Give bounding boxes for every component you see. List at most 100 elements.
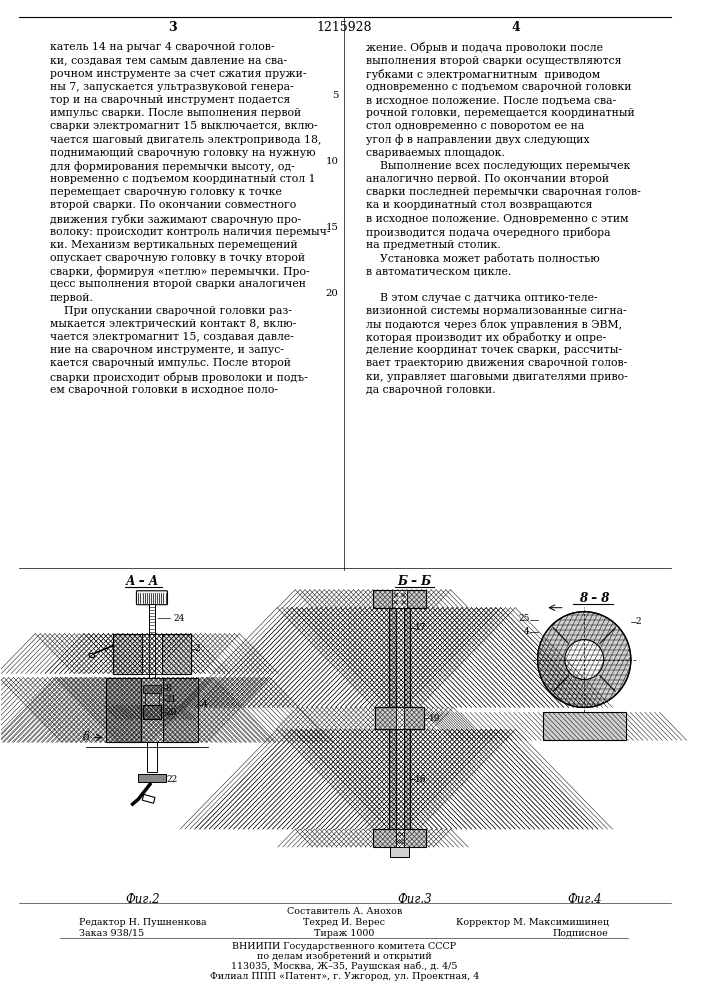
Text: 19: 19 bbox=[429, 714, 440, 723]
Text: сварки последней перемычки сварочная голов-: сварки последней перемычки сварочная гол… bbox=[366, 187, 641, 197]
Text: одновременно с подъемом сварочной головки: одновременно с подъемом сварочной головк… bbox=[366, 82, 631, 92]
Text: которая производит их обработку и опре-: которая производит их обработку и опре- bbox=[366, 332, 606, 343]
Text: губками с электромагнитным  приводом: губками с электромагнитным приводом bbox=[366, 69, 600, 80]
FancyBboxPatch shape bbox=[136, 591, 168, 605]
Text: по делам изобретений и открытий: по делам изобретений и открытий bbox=[257, 952, 432, 961]
Circle shape bbox=[537, 612, 631, 707]
Text: в исходное положение. После подъема сва-: в исходное положение. После подъема сва- bbox=[366, 95, 616, 105]
Text: Заказ 938/15: Заказ 938/15 bbox=[79, 929, 144, 938]
Text: лы подаются через блок управления в ЭВМ,: лы подаются через блок управления в ЭВМ, bbox=[366, 319, 621, 330]
Text: 113035, Москва, Ж–35, Раушская наб., д. 4/5: 113035, Москва, Ж–35, Раушская наб., д. … bbox=[231, 962, 457, 971]
Text: сварки, формируя «петлю» перемычки. Про-: сварки, формируя «петлю» перемычки. Про- bbox=[50, 266, 310, 277]
Text: 20: 20 bbox=[165, 708, 177, 717]
Bar bbox=[404, 729, 410, 829]
Bar bbox=[163, 678, 198, 742]
Text: Установка может работать полностью: Установка может работать полностью bbox=[366, 253, 600, 264]
Bar bbox=[375, 707, 424, 729]
Text: визионной системы нормализованные сигна-: визионной системы нормализованные сигна- bbox=[366, 306, 626, 316]
Text: Редактор Н. Пушненкова: Редактор Н. Пушненкова bbox=[79, 918, 206, 927]
Bar bbox=[396, 608, 404, 707]
Text: в автоматическом цикле.: в автоматическом цикле. bbox=[366, 266, 511, 276]
Text: А – А: А – А bbox=[126, 575, 159, 588]
Text: аналогично первой. По окончании второй: аналогично первой. По окончании второй bbox=[366, 174, 609, 184]
Text: перемещает сварочную головку к точке: перемещает сварочную головку к точке bbox=[50, 187, 282, 197]
Text: жение. Обрыв и подача проволоки после: жение. Обрыв и подача проволоки после bbox=[366, 42, 602, 53]
Bar bbox=[113, 634, 142, 674]
Text: Фиг.2: Фиг.2 bbox=[125, 893, 160, 906]
Text: кается сварочный импульс. После второй: кается сварочный импульс. После второй bbox=[50, 358, 291, 368]
Text: ем сварочной головки в исходное поло-: ем сварочной головки в исходное поло- bbox=[50, 385, 278, 395]
Text: Корректор М. Максимишинец: Корректор М. Максимишинец bbox=[455, 918, 609, 927]
Bar bbox=[147, 742, 157, 772]
Bar bbox=[162, 634, 191, 674]
Text: Фиг.4: Фиг.4 bbox=[567, 893, 602, 906]
Text: сварки электромагнит 15 выключается, вклю-: сварки электромагнит 15 выключается, вкл… bbox=[50, 121, 317, 131]
Bar bbox=[148, 674, 156, 693]
Bar bbox=[396, 729, 404, 829]
Text: стол одновременно с поворотом ее на: стол одновременно с поворотом ее на bbox=[366, 121, 584, 131]
Text: Подписное: Подписное bbox=[553, 929, 609, 938]
Text: свариваемых площадок.: свариваемых площадок. bbox=[366, 148, 505, 158]
Text: Техред И. Верес: Техред И. Верес bbox=[303, 918, 385, 927]
Text: движения губки зажимают сварочную про-: движения губки зажимают сварочную про- bbox=[50, 214, 301, 225]
Text: 25: 25 bbox=[518, 614, 530, 623]
Bar bbox=[142, 634, 162, 674]
Text: ние на сварочном инструменте, и запус-: ние на сварочном инструменте, и запус- bbox=[50, 345, 284, 355]
Circle shape bbox=[565, 640, 604, 680]
Text: 22: 22 bbox=[167, 775, 177, 784]
Text: 21: 21 bbox=[165, 695, 177, 704]
Text: для формирования перемычки высоту, од-: для формирования перемычки высоту, од- bbox=[50, 161, 295, 172]
Text: 16: 16 bbox=[415, 775, 427, 784]
Text: деление координат точек сварки, рассчиты-: деление координат точек сварки, рассчиты… bbox=[366, 345, 621, 355]
Bar bbox=[390, 847, 409, 857]
Text: ки. Механизм вертикальных перемещений: ки. Механизм вертикальных перемещений bbox=[50, 240, 298, 250]
Text: чается шаговый двигатель электропривода 18,: чается шаговый двигатель электропривода … bbox=[50, 135, 322, 145]
Bar bbox=[106, 678, 141, 742]
Text: цесс выполнения второй сварки аналогичен: цесс выполнения второй сварки аналогичен bbox=[50, 279, 306, 289]
Text: 2: 2 bbox=[636, 617, 641, 626]
Text: рочной головки, перемещается координатный: рочной головки, перемещается координатны… bbox=[366, 108, 634, 118]
Text: 2: 2 bbox=[194, 644, 200, 653]
Text: выполнения второй сварки осуществляются: выполнения второй сварки осуществляются bbox=[366, 56, 621, 66]
Text: 8: 8 bbox=[165, 684, 171, 693]
Ellipse shape bbox=[89, 653, 95, 658]
Text: ка и координатный стол возвращаются: ка и координатный стол возвращаются bbox=[366, 200, 592, 210]
Bar bbox=[139, 774, 165, 782]
Bar bbox=[142, 794, 155, 803]
Text: в исходное положение. Одновременно с этим: в исходное положение. Одновременно с эти… bbox=[366, 214, 628, 224]
Text: катель 14 на рычаг 4 сварочной голов-: катель 14 на рычаг 4 сварочной голов- bbox=[50, 42, 274, 52]
Text: Выполнение всех последующих перемычек: Выполнение всех последующих перемычек bbox=[366, 161, 630, 171]
Text: мыкается электрический контакт 8, вклю-: мыкается электрический контакт 8, вклю- bbox=[50, 319, 296, 329]
Text: производится подача очередного прибора: производится подача очередного прибора bbox=[366, 227, 610, 238]
Text: опускает сварочную головку в точку второй: опускает сварочную головку в точку второ… bbox=[50, 253, 305, 263]
Bar bbox=[141, 678, 163, 742]
Text: поднимающий сварочную головку на нужную: поднимающий сварочную головку на нужную bbox=[50, 148, 315, 158]
Polygon shape bbox=[148, 693, 156, 699]
Text: 17: 17 bbox=[415, 623, 427, 632]
Text: Тираж 1000: Тираж 1000 bbox=[314, 929, 375, 938]
Text: да сварочной головки.: да сварочной головки. bbox=[366, 385, 496, 395]
Bar bbox=[396, 829, 404, 847]
Text: 15: 15 bbox=[326, 223, 339, 232]
Bar bbox=[373, 590, 426, 608]
Text: волоку: происходит контроль наличия перемыч-: волоку: происходит контроль наличия пере… bbox=[50, 227, 330, 237]
Text: 24: 24 bbox=[173, 614, 185, 623]
Text: тор и на сварочный инструмент подается: тор и на сварочный инструмент подается bbox=[50, 95, 290, 105]
Text: сварки происходит обрыв проволоки и подъ-: сварки происходит обрыв проволоки и подъ… bbox=[50, 372, 308, 383]
Bar bbox=[144, 685, 160, 693]
Text: Б – Б: Б – Б bbox=[397, 575, 431, 588]
Text: угол ф в направлении двух следующих: угол ф в направлении двух следующих bbox=[366, 135, 590, 145]
Text: ВНИИПИ Государственного комитета СССР: ВНИИПИ Государственного комитета СССР bbox=[232, 942, 456, 951]
Text: 4: 4 bbox=[524, 627, 530, 636]
Bar bbox=[148, 604, 156, 634]
Text: первой.: первой. bbox=[50, 293, 94, 303]
Text: новременно с подъемом координатный стол 1: новременно с подъемом координатный стол … bbox=[50, 174, 315, 184]
Text: на предметный столик.: на предметный столик. bbox=[366, 240, 501, 250]
Text: Составитель А. Анохов: Составитель А. Анохов bbox=[286, 907, 402, 916]
Bar bbox=[148, 634, 156, 674]
Text: ки, создавая тем самым давление на сва-: ки, создавая тем самым давление на сва- bbox=[50, 56, 287, 66]
Text: В этом случае с датчика оптико-теле-: В этом случае с датчика оптико-теле- bbox=[366, 293, 597, 303]
Bar bbox=[389, 729, 396, 829]
Text: ны 7, запускается ультразвуковой генера-: ны 7, запускается ультразвуковой генера- bbox=[50, 82, 293, 92]
Text: 10: 10 bbox=[326, 157, 339, 166]
